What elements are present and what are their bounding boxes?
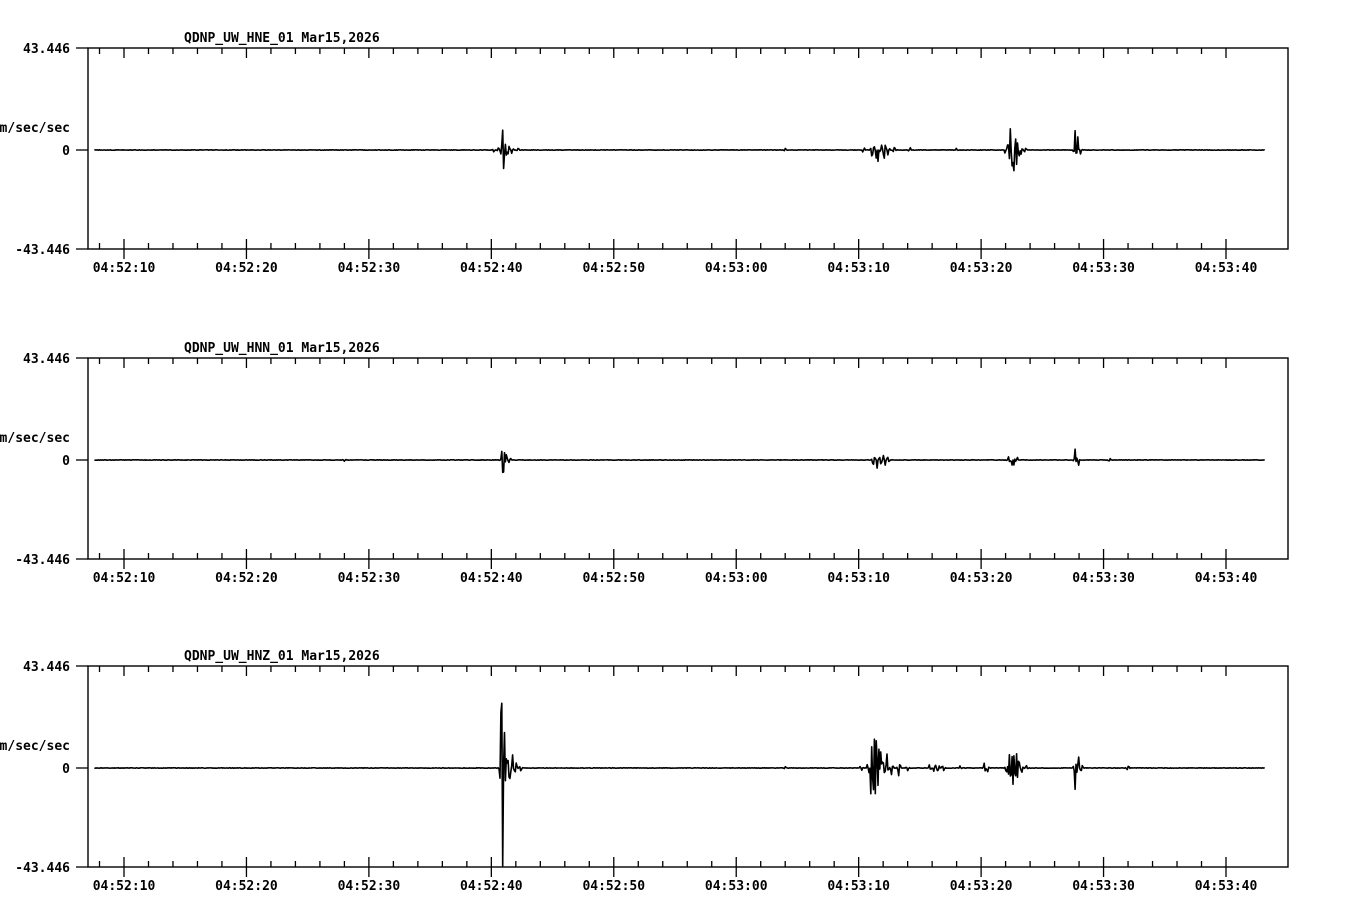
x-tick-label: 04:53:30: [1072, 879, 1135, 894]
x-tick-label: 04:52:10: [93, 261, 156, 276]
x-tick-label: 04:52:20: [215, 571, 278, 586]
x-axis-tick-labels: 04:52:10 04:52:20 04:52:30 04:52:40 04:52:50…: [93, 879, 1258, 894]
waveform-plot: 04:52:10 04:52:20 04:52:30 04:52:40 04:52:50…: [0, 649, 1289, 894]
panel-title: QDNP_UW_HNZ_01 Mar15,2026: [184, 649, 380, 664]
x-tick-label: 04:53:20: [950, 261, 1013, 276]
plot-frame: [87, 665, 1289, 868]
x-tick-label: 04:53:10: [827, 261, 890, 276]
x-tick-label: 04:52:40: [460, 879, 523, 894]
plot-frame: [87, 47, 1289, 250]
y-tick-label: 0: [62, 454, 70, 469]
x-tick-label: 04:52:30: [338, 879, 401, 894]
y-tick-label: -43.446: [15, 553, 70, 568]
x-tick-label: 04:52:10: [93, 571, 156, 586]
waveform-panel: 04:52:10 04:52:20 04:52:30 04:52:40 04:52:50…: [0, 618, 1358, 918]
y-axis-unit-label: cm/sec/sec: [0, 121, 70, 136]
x-tick-label: 04:52:40: [460, 571, 523, 586]
x-tick-label: 04:53:30: [1072, 261, 1135, 276]
y-axis-ticks: [76, 665, 88, 868]
y-axis-unit-label: cm/sec/sec: [0, 431, 70, 446]
waveform-trace: [94, 448, 1265, 474]
y-tick-label: -43.446: [15, 243, 70, 258]
waveform-panel: 04:52:10 04:52:20 04:52:30 04:52:40 04:52:50…: [0, 310, 1358, 610]
waveform-plot: 04:52:10 04:52:20 04:52:30 04:52:40 04:52:50…: [0, 341, 1289, 586]
waveform-trace: [94, 128, 1265, 172]
y-axis-tick-labels: 43.446 0 -43.446: [15, 352, 70, 568]
x-tick-label: 04:53:10: [827, 571, 890, 586]
x-tick-label: 04:53:00: [705, 879, 768, 894]
x-tick-label: 04:53:20: [950, 879, 1013, 894]
y-tick-label: 43.446: [23, 660, 70, 675]
x-axis-ticks: [98, 358, 1227, 569]
x-axis-tick-labels: 04:52:10 04:52:20 04:52:30 04:52:40 04:52:50…: [93, 571, 1258, 586]
x-tick-label: 04:53:00: [705, 571, 768, 586]
x-axis-ticks: [98, 48, 1227, 259]
waveform-trace: [94, 702, 1265, 867]
waveform-plot: 04:52:10 04:52:20 04:52:30 04:52:40 04:52:50…: [0, 31, 1289, 276]
x-tick-label: 04:52:10: [93, 879, 156, 894]
x-tick-label: 04:53:30: [1072, 571, 1135, 586]
y-axis-ticks: [76, 47, 88, 250]
y-tick-label: -43.446: [15, 861, 70, 876]
y-tick-label: 0: [62, 762, 70, 777]
y-axis-tick-labels: 43.446 0 -43.446: [15, 660, 70, 876]
x-tick-label: 04:52:30: [338, 261, 401, 276]
y-axis-unit-label: cm/sec/sec: [0, 739, 70, 754]
y-tick-label: 43.446: [23, 352, 70, 367]
y-tick-label: 0: [62, 144, 70, 159]
x-tick-label: 04:53:20: [950, 571, 1013, 586]
panel-title: QDNP_UW_HNE_01 Mar15,2026: [184, 31, 380, 46]
x-tick-label: 04:53:40: [1195, 571, 1258, 586]
y-axis-tick-labels: 43.446 0 -43.446: [15, 42, 70, 258]
x-tick-label: 04:52:50: [582, 571, 645, 586]
x-tick-label: 04:53:40: [1195, 879, 1258, 894]
panel-title: QDNP_UW_HNN_01 Mar15,2026: [184, 341, 380, 356]
x-axis-tick-labels: 04:52:10 04:52:20 04:52:30 04:52:40 04:52:50…: [93, 261, 1258, 276]
x-tick-label: 04:53:10: [827, 879, 890, 894]
x-tick-label: 04:52:20: [215, 261, 278, 276]
waveform-panel: 04:52:10 04:52:20 04:52:30 04:52:40 04:52:50…: [0, 0, 1358, 300]
y-tick-label: 43.446: [23, 42, 70, 57]
x-tick-label: 04:52:30: [338, 571, 401, 586]
plot-frame: [87, 357, 1289, 560]
y-axis-ticks: [76, 357, 88, 560]
x-tick-label: 04:52:50: [582, 261, 645, 276]
x-tick-label: 04:52:50: [582, 879, 645, 894]
x-tick-label: 04:53:00: [705, 261, 768, 276]
x-tick-label: 04:53:40: [1195, 261, 1258, 276]
x-tick-label: 04:52:20: [215, 879, 278, 894]
x-tick-label: 04:52:40: [460, 261, 523, 276]
x-axis-ticks: [98, 666, 1227, 877]
